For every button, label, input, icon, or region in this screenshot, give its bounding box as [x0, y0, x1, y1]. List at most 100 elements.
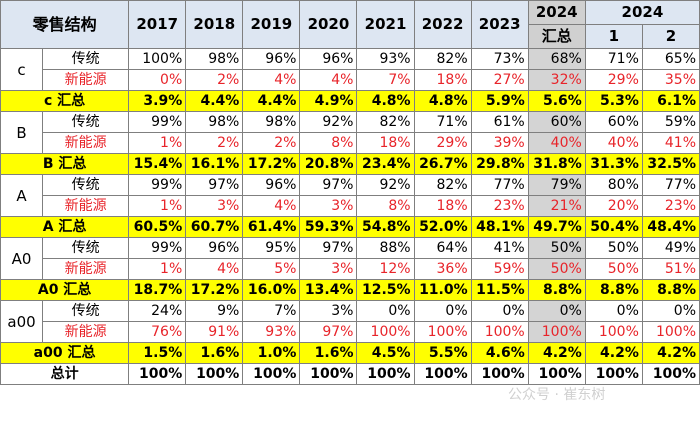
value-cell: 9%	[185, 300, 244, 322]
summary-row: B 汇总 15.4% 16.1% 17.2% 20.8% 23.4% 26.7% 29.8% 3…	[0, 153, 700, 175]
year-header: 2022	[413, 0, 472, 49]
value-cell: 100%	[584, 321, 643, 343]
powertrain-label: 传统	[42, 237, 130, 259]
value-cell: 3%	[299, 258, 358, 280]
value-cell: 96%	[242, 48, 301, 70]
powertrain-label: 新能源	[42, 321, 130, 343]
summary-value: 11.5%	[470, 279, 529, 301]
summary-value: 1.6%	[299, 342, 358, 364]
value-cell: 0%	[584, 300, 643, 322]
value-cell: 18%	[413, 69, 472, 91]
value-cell: 32%	[527, 69, 586, 91]
value-cell: 0%	[470, 300, 529, 322]
summary-value: 15.4%	[128, 153, 187, 175]
value-cell: 20%	[584, 195, 643, 217]
total-value: 100%	[299, 363, 358, 385]
value-cell: 82%	[413, 48, 472, 70]
summary-value: 50.4%	[584, 216, 643, 238]
total-value: 100%	[413, 363, 472, 385]
value-cell: 23%	[470, 195, 529, 217]
value-cell: 0%	[413, 300, 472, 322]
summary-value: 6.1%	[641, 90, 700, 112]
value-cell: 97%	[299, 237, 358, 259]
segment-label: A	[0, 174, 44, 217]
value-cell: 29%	[584, 69, 643, 91]
summary-row: A0 汇总 18.7% 17.2% 16.0% 13.4% 12.5% 11.0% 11.5%…	[0, 279, 700, 301]
value-cell: 4%	[242, 195, 301, 217]
segment-label: A0	[0, 237, 44, 280]
powertrain-label: 新能源	[42, 258, 130, 280]
summary-value: 4.5%	[356, 342, 415, 364]
total-value: 100%	[527, 363, 586, 385]
value-cell: 49%	[641, 237, 700, 259]
value-cell: 7%	[242, 300, 301, 322]
total-value: 100%	[128, 363, 187, 385]
summary-value: 48.1%	[470, 216, 529, 238]
value-cell: 73%	[470, 48, 529, 70]
value-cell: 99%	[128, 237, 187, 259]
value-cell: 71%	[413, 111, 472, 133]
value-cell: 21%	[527, 195, 586, 217]
powertrain-label: 新能源	[42, 132, 130, 154]
value-cell: 50%	[584, 258, 643, 280]
value-cell: 0%	[527, 300, 586, 322]
summary-value: 4.2%	[527, 342, 586, 364]
table-row: B 传统 99% 98% 98% 92% 82% 71% 61% 60% 60% 59%	[0, 111, 700, 154]
summary-value: 8.8%	[641, 279, 700, 301]
summary-value: 54.8%	[356, 216, 415, 238]
summary-value: 5.5%	[413, 342, 472, 364]
value-cell: 99%	[128, 174, 187, 196]
total-value: 100%	[185, 363, 244, 385]
value-cell: 71%	[584, 48, 643, 70]
value-cell: 7%	[356, 69, 415, 91]
value-cell: 61%	[470, 111, 529, 133]
year-header: 2023	[470, 0, 529, 49]
summary-value: 1.6%	[185, 342, 244, 364]
segment-label: a00	[0, 300, 44, 343]
month-header: 1	[584, 24, 643, 49]
year-header: 2018	[185, 0, 244, 49]
value-cell: 1%	[128, 258, 187, 280]
summary-label: c 汇总	[0, 90, 130, 112]
header-row-1: 零售结构 2017 2018 2019 2020 2021 2022 2023 2024 2024	[0, 0, 700, 49]
value-cell: 3%	[299, 195, 358, 217]
powertrain-label: 传统	[42, 300, 130, 322]
value-cell: 79%	[527, 174, 586, 196]
summary-value: 8.8%	[527, 279, 586, 301]
value-cell: 59%	[470, 258, 529, 280]
value-cell: 64%	[413, 237, 472, 259]
value-cell: 0%	[356, 300, 415, 322]
value-cell: 65%	[641, 48, 700, 70]
value-cell: 92%	[299, 111, 358, 133]
summary-value: 26.7%	[413, 153, 472, 175]
value-cell: 8%	[299, 132, 358, 154]
value-cell: 60%	[527, 111, 586, 133]
table-row: 新能源 1% 4% 5% 3% 12% 36% 59% 50% 50% 51%	[1, 258, 700, 280]
value-cell: 60%	[584, 111, 643, 133]
summary-value: 12.5%	[356, 279, 415, 301]
value-cell: 98%	[185, 48, 244, 70]
summary-value: 31.8%	[527, 153, 586, 175]
value-cell: 12%	[356, 258, 415, 280]
summary-value: 8.8%	[584, 279, 643, 301]
value-cell: 4%	[299, 69, 358, 91]
value-cell: 99%	[128, 111, 187, 133]
total-2024-header-top: 2024	[527, 0, 586, 25]
summary-label: A 汇总	[0, 216, 130, 238]
value-cell: 80%	[584, 174, 643, 196]
value-cell: 29%	[413, 132, 472, 154]
value-cell: 96%	[299, 48, 358, 70]
year-header: 2021	[356, 0, 415, 49]
table-row: 新能源 76% 91% 93% 97% 100% 100% 100% 100% 100% 100%	[1, 321, 700, 343]
value-cell: 39%	[470, 132, 529, 154]
value-cell: 68%	[527, 48, 586, 70]
summary-value: 11.0%	[413, 279, 472, 301]
table-row: 新能源 1% 2% 2% 8% 18% 29% 39% 40% 40% 41%	[1, 132, 700, 154]
summary-label: B 汇总	[0, 153, 130, 175]
value-cell: 4%	[185, 258, 244, 280]
value-cell: 96%	[185, 237, 244, 259]
table-row: a00 传统 24% 9% 7% 3% 0% 0% 0% 0% 0% 0%	[0, 300, 700, 343]
header-row-2: 汇总 1 2	[1, 24, 700, 49]
value-cell: 59%	[641, 111, 700, 133]
total-value: 100%	[470, 363, 529, 385]
